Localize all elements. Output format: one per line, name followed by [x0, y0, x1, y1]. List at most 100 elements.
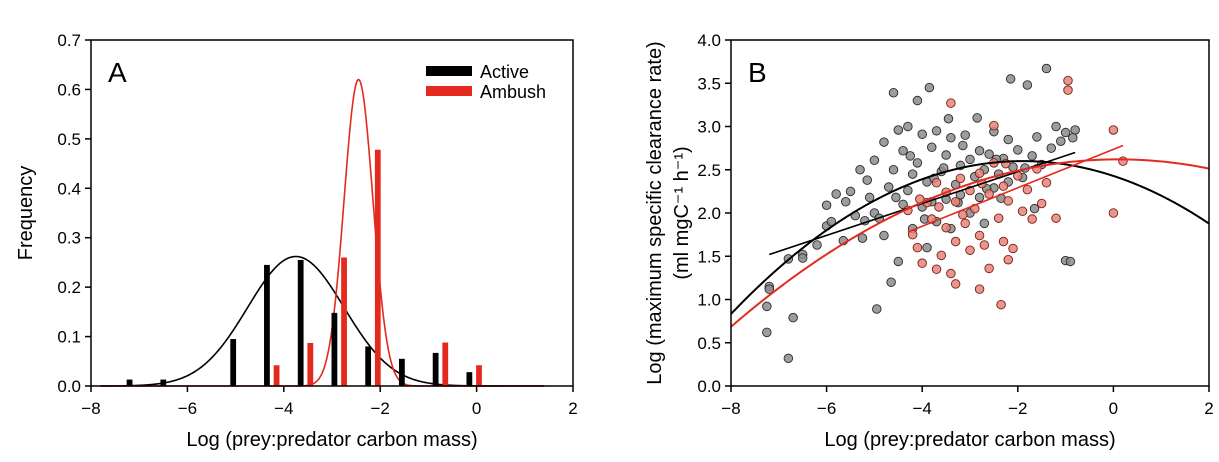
y-tick-label: 0.0	[697, 377, 721, 396]
x-tick-label: −8	[81, 399, 100, 418]
y-tick-label: 1.5	[697, 247, 721, 266]
legend-label-ambush: Ambush	[480, 82, 546, 102]
y-tick-label: 2.0	[697, 204, 721, 223]
point-ambush	[979, 240, 990, 250]
point-active	[1022, 80, 1033, 90]
point-active	[869, 155, 880, 165]
point-active	[931, 126, 942, 136]
point-active	[872, 304, 882, 314]
fit-quadratic-active	[730, 160, 1210, 315]
y-tick-label: 0.6	[57, 80, 81, 99]
y-tick-label: 4.0	[697, 31, 721, 50]
point-active	[888, 164, 899, 175]
point-active	[1029, 203, 1040, 214]
x-tick-label: 2	[568, 399, 577, 418]
point-active	[1046, 143, 1057, 153]
x-tick-label: −2	[1008, 399, 1027, 418]
legend-label-active: Active	[480, 62, 529, 82]
point-active	[879, 230, 889, 241]
point-active	[974, 145, 985, 156]
point-active	[812, 240, 822, 250]
y-tick-label: 0.3	[57, 229, 81, 248]
point-ambush	[917, 258, 927, 268]
point-active	[912, 95, 923, 106]
fit-curve-ambush	[100, 78, 545, 387]
panel-a-y-axis-label: Frequency	[15, 166, 37, 261]
point-active	[922, 242, 932, 253]
point-ambush	[931, 177, 942, 188]
bar-active	[264, 264, 270, 386]
point-ambush	[912, 242, 923, 253]
point-ambush	[950, 197, 961, 207]
point-active	[840, 197, 851, 207]
point-active	[862, 175, 872, 185]
y-tick-label: 0.5	[57, 130, 81, 149]
point-active	[891, 192, 901, 203]
point-active	[762, 301, 772, 312]
point-active	[941, 150, 951, 160]
point-active	[924, 82, 935, 93]
y-tick-label: 1.0	[697, 291, 721, 310]
point-active	[797, 253, 808, 263]
point-ambush	[1051, 213, 1061, 223]
y-tick-label: 2.5	[697, 161, 721, 180]
x-tick-label: −8	[721, 399, 740, 418]
point-active	[831, 189, 841, 199]
point-active	[972, 113, 982, 123]
point-active	[960, 130, 970, 140]
point-active	[917, 129, 927, 140]
point-ambush	[989, 120, 999, 131]
point-ambush	[1118, 156, 1128, 166]
point-active	[1027, 151, 1037, 161]
point-active	[783, 353, 794, 364]
point-active	[1003, 134, 1013, 145]
point-ambush	[1063, 85, 1073, 95]
point-active	[1032, 132, 1042, 142]
x-tick-label: −2	[371, 399, 390, 418]
point-active	[927, 142, 937, 153]
point-active	[1051, 121, 1061, 132]
panel-b-x-axis-label: Log (prey:predator carbon mass)	[824, 429, 1115, 451]
point-active	[965, 154, 975, 165]
x-tick-label: −6	[178, 399, 197, 418]
point-active	[821, 200, 832, 210]
bar-active	[365, 346, 372, 386]
point-ambush	[950, 279, 961, 289]
panel-b-y-axis-label-line2: (ml mgC⁻¹ h⁻¹)	[671, 146, 693, 279]
point-active	[1065, 256, 1076, 267]
point-ambush	[998, 181, 1009, 191]
point-active	[764, 284, 774, 294]
y-tick-label: 0.5	[697, 334, 721, 353]
point-ambush	[955, 173, 966, 184]
point-active	[857, 233, 868, 243]
point-ambush	[1027, 214, 1037, 224]
point-ambush	[1017, 206, 1028, 217]
point-active	[974, 192, 985, 203]
point-ambush	[1036, 198, 1047, 209]
y-tick-label: 0.4	[57, 179, 81, 198]
point-active	[788, 312, 798, 323]
fit-linear-ambush	[907, 144, 1124, 233]
point-ambush	[1003, 254, 1013, 265]
y-tick-label: 0.2	[57, 278, 81, 297]
y-tick-label: 3.5	[697, 74, 721, 93]
point-active	[1041, 63, 1052, 74]
point-ambush	[1008, 243, 1018, 254]
legend-swatch-active	[426, 66, 472, 76]
panel-b-y-axis-label-line1: Log (maximum specific clearance rate)	[644, 41, 666, 384]
point-ambush	[1063, 75, 1073, 86]
point-active	[943, 113, 954, 124]
panel-b: −8 −6 −4 −2 0 2 0.0 0.5 1.0 1.5 2.0 2.5 3.0 3.5 4.0 B…	[644, 31, 1214, 451]
point-active	[903, 121, 913, 132]
bar-ambush	[442, 342, 449, 386]
point-ambush	[946, 268, 956, 279]
y-tick-label: 0.1	[57, 328, 81, 347]
point-active	[984, 149, 994, 159]
point-active	[1056, 136, 1066, 146]
point-ambush	[965, 245, 975, 255]
point-active	[845, 186, 856, 197]
y-tick-label: 0.0	[57, 377, 81, 396]
panel-b-label: B	[748, 57, 767, 88]
point-ambush	[960, 218, 970, 229]
x-tick-label: 0	[472, 399, 481, 418]
